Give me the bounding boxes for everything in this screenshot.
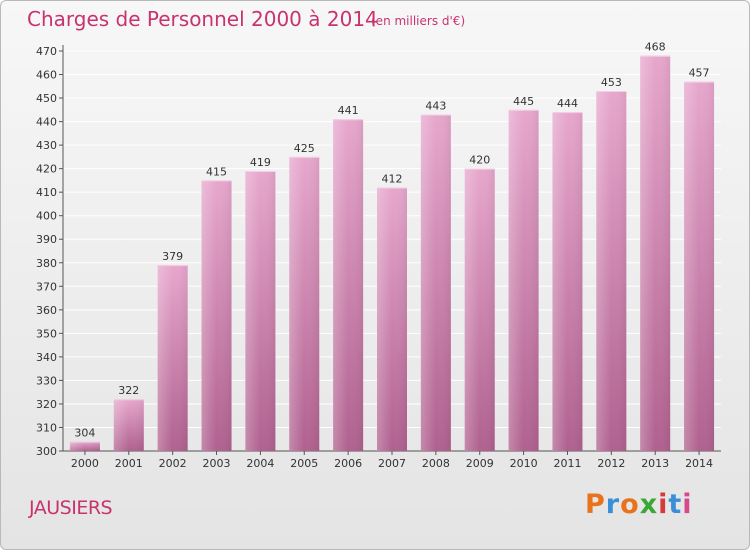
- bar-shine: [684, 81, 715, 452]
- x-tick-label: 2001: [115, 457, 143, 470]
- data-label: 445: [513, 95, 534, 108]
- bar-shine: [420, 114, 451, 451]
- logo-letter: o: [620, 489, 640, 520]
- y-tick-label: 360: [36, 304, 57, 317]
- x-tick-label: 2010: [510, 457, 538, 470]
- y-tick-label: 420: [36, 163, 57, 176]
- y-tick-label: 310: [36, 421, 57, 434]
- data-label: 412: [382, 172, 403, 185]
- y-tick-label: 380: [36, 257, 57, 270]
- y-tick-label: 400: [36, 210, 57, 223]
- x-tick-label: 2013: [641, 457, 669, 470]
- y-tick-label: 460: [36, 69, 57, 82]
- logo-letter: r: [605, 489, 621, 520]
- bar-shine: [464, 168, 495, 451]
- data-label: 379: [162, 250, 183, 263]
- bar-shine: [508, 109, 539, 451]
- y-tick-label: 320: [36, 398, 57, 411]
- data-label: 425: [294, 142, 315, 155]
- chart-subtitle: (en milliers d'€): [371, 14, 466, 28]
- x-tick-label: 2007: [378, 457, 406, 470]
- data-label: 444: [557, 97, 578, 110]
- x-tick-label: 2006: [334, 457, 362, 470]
- commune-name: JAUSIERS: [29, 497, 113, 519]
- x-tick-label: 2012: [597, 457, 625, 470]
- bar-shine: [640, 55, 671, 452]
- y-tick-label: 470: [36, 45, 57, 58]
- data-label: 441: [338, 104, 359, 117]
- y-tick-label: 440: [36, 116, 57, 129]
- chart-title: Charges de Personnel 2000 à 2014: [27, 7, 378, 31]
- bar-layer: [69, 55, 715, 452]
- data-label: 415: [206, 165, 227, 178]
- data-label: 304: [74, 427, 95, 440]
- label-layer: 304 322 379 415 419 425 441 412 443 420 445 444 453 4…: [74, 41, 709, 440]
- y-tick-label: 390: [36, 233, 57, 246]
- bar-shine: [245, 171, 276, 451]
- x-tick-label: 2011: [553, 457, 581, 470]
- y-tick-label: 340: [36, 351, 57, 364]
- logo-letter: i: [682, 489, 693, 520]
- proxiti-logo: Proxiti: [585, 489, 693, 520]
- x-tick-label: 2000: [71, 457, 99, 470]
- x-tick-label: 2002: [159, 457, 187, 470]
- y-tick-label: 430: [36, 139, 57, 152]
- x-tick-label: 2009: [466, 457, 494, 470]
- bar-shine: [333, 119, 364, 451]
- bar-shine: [289, 156, 320, 451]
- data-label: 457: [689, 67, 710, 80]
- x-tick-label: 2014: [685, 457, 713, 470]
- y-tick-label: 450: [36, 92, 57, 105]
- x-tick-label: 2003: [203, 457, 231, 470]
- bar-shine: [69, 441, 100, 451]
- bar-shine: [201, 180, 232, 452]
- y-tick-label: 300: [36, 445, 57, 458]
- x-tick-label: 2004: [246, 457, 274, 470]
- bar-shine: [596, 91, 627, 451]
- y-tick-label: 410: [36, 186, 57, 199]
- bar-shine: [552, 112, 583, 452]
- bar-shine: [157, 265, 188, 451]
- data-label: 419: [250, 156, 271, 169]
- data-label: 453: [601, 76, 622, 89]
- y-tick-label: 330: [36, 374, 57, 387]
- bar-shine: [113, 399, 144, 451]
- data-label: 420: [469, 154, 490, 167]
- logo-letter: P: [585, 489, 606, 520]
- data-label: 468: [645, 41, 666, 54]
- logo-letter: t: [668, 489, 683, 520]
- x-tick-label: 2005: [290, 457, 318, 470]
- logo-letter: i: [658, 489, 669, 520]
- bar-shine: [377, 187, 407, 451]
- logo-letter: x: [639, 489, 659, 520]
- y-tick-label: 370: [36, 280, 57, 293]
- x-tick-label: 2008: [422, 457, 450, 470]
- y-tick-label: 350: [36, 327, 57, 340]
- data-label: 322: [118, 384, 139, 397]
- data-label: 443: [425, 100, 446, 113]
